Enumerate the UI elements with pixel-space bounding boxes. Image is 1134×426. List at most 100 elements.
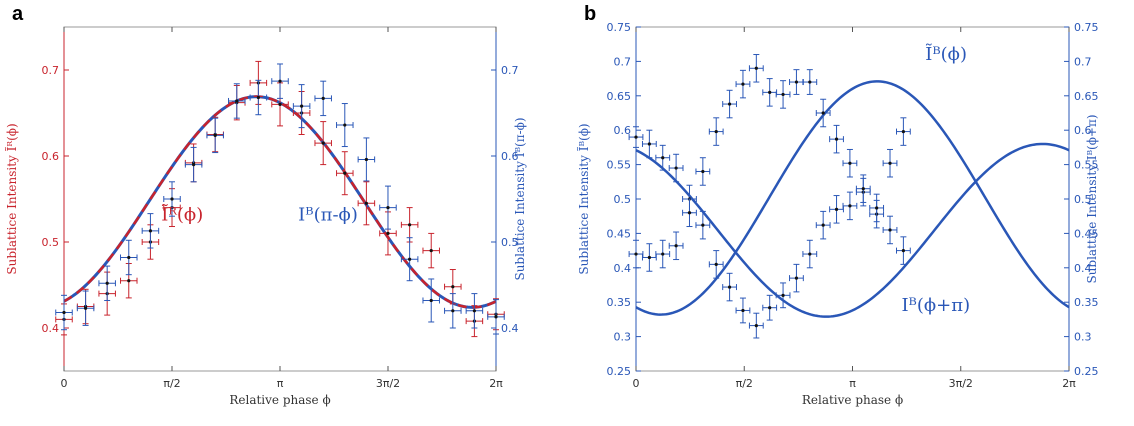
y-tick-label-left: 0.4 — [42, 322, 60, 335]
data-point — [249, 79, 268, 116]
data-point — [314, 121, 332, 166]
data-point — [465, 293, 484, 329]
marker — [727, 102, 732, 106]
data-point — [695, 210, 711, 240]
x-tick-label: 2π — [489, 377, 503, 390]
data-point — [655, 144, 671, 171]
marker — [300, 104, 304, 108]
y-tick-label-left: 0.5 — [42, 236, 60, 249]
y-tick-label-right: 0.35 — [1074, 296, 1099, 309]
marker — [754, 66, 758, 70]
data-point — [400, 237, 419, 282]
marker — [701, 169, 705, 174]
data-point — [722, 272, 737, 302]
y-tick-label-left: 0.5 — [614, 193, 632, 206]
data-point — [357, 181, 376, 226]
marker — [781, 293, 785, 297]
y-tick-label-right: 0.5 — [1074, 193, 1092, 206]
x-tick-label: 0 — [633, 377, 640, 390]
curve-annotation: Ĩᴿ(ϕ) — [161, 204, 203, 226]
marker — [213, 133, 217, 137]
data-point — [271, 63, 289, 99]
curve-annotation: Iᴮ(ϕ+π) — [901, 295, 970, 316]
marker — [634, 252, 638, 256]
marker — [62, 310, 66, 315]
marker — [794, 276, 799, 280]
marker — [741, 82, 745, 86]
marker — [861, 187, 865, 191]
panel-label: b — [584, 3, 596, 25]
marker — [235, 99, 239, 103]
data-point — [748, 312, 764, 339]
y-tick-label-right: 0.75 — [1074, 21, 1099, 34]
data-point — [735, 69, 751, 99]
data-point — [628, 239, 644, 269]
marker — [278, 102, 282, 106]
fit-curve-2 — [63, 95, 497, 309]
data-point — [292, 84, 311, 129]
marker — [192, 163, 196, 167]
marker — [768, 306, 772, 310]
marker — [714, 129, 718, 134]
y-tick-label-right: 0.55 — [1074, 159, 1099, 172]
y-axis-title-left: Sublattice Intensity Ĩᴮ(ϕ) — [576, 123, 591, 274]
data-point — [444, 293, 462, 329]
data-point — [400, 207, 419, 243]
marker — [386, 231, 390, 235]
data-point — [641, 243, 657, 272]
y-tick-label-right: 0.65 — [1074, 90, 1099, 103]
marker — [888, 161, 892, 165]
data-point — [775, 80, 791, 109]
data-point — [829, 124, 844, 154]
marker — [127, 279, 131, 283]
y-tick-label-left: 0.35 — [607, 296, 632, 309]
curve-annotation: Iᴮ(π-ϕ) — [298, 205, 358, 226]
y-tick-label-right: 0.5 — [501, 236, 519, 249]
marker — [714, 262, 718, 266]
marker — [148, 229, 153, 233]
marker — [834, 137, 839, 141]
y-tick-label-right: 0.7 — [501, 64, 519, 77]
data-point — [762, 294, 778, 321]
data-point — [829, 195, 844, 224]
data-point — [628, 126, 644, 148]
y-tick-label-left: 0.6 — [42, 150, 60, 163]
marker — [727, 285, 732, 289]
marker — [256, 95, 260, 100]
data-point — [855, 174, 871, 203]
y-axis-title-right: Sublattice Intensity Iᴮ(ϕ+π) — [1085, 114, 1099, 283]
y-tick-label-right: 0.4 — [501, 322, 519, 335]
marker — [701, 223, 705, 227]
marker — [494, 315, 498, 319]
data-point — [762, 78, 778, 107]
data-point — [895, 117, 911, 146]
data-point — [802, 239, 818, 269]
marker — [278, 79, 282, 83]
data-point — [184, 146, 203, 183]
data-point — [444, 269, 462, 305]
x-tick-label: π/2 — [163, 377, 180, 390]
marker — [794, 80, 799, 84]
marker — [741, 308, 745, 313]
marker — [634, 135, 638, 139]
x-tick-label: 0 — [61, 377, 68, 390]
data-point — [668, 153, 684, 183]
marker — [647, 255, 651, 260]
marker — [808, 80, 812, 84]
data-point — [668, 231, 684, 261]
data-point — [842, 148, 858, 178]
data-point — [815, 98, 831, 128]
data-point — [802, 69, 818, 95]
x-tick-label: 2π — [1062, 377, 1076, 390]
marker — [127, 255, 131, 260]
data-point — [141, 213, 160, 249]
marker — [848, 204, 852, 208]
marker — [364, 201, 368, 205]
data-point — [708, 250, 724, 279]
y-tick-label-right: 0.4 — [1074, 262, 1092, 275]
marker — [408, 223, 412, 227]
marker — [321, 141, 325, 145]
data-point — [336, 151, 354, 196]
marker — [674, 166, 678, 170]
data-point — [789, 263, 804, 293]
